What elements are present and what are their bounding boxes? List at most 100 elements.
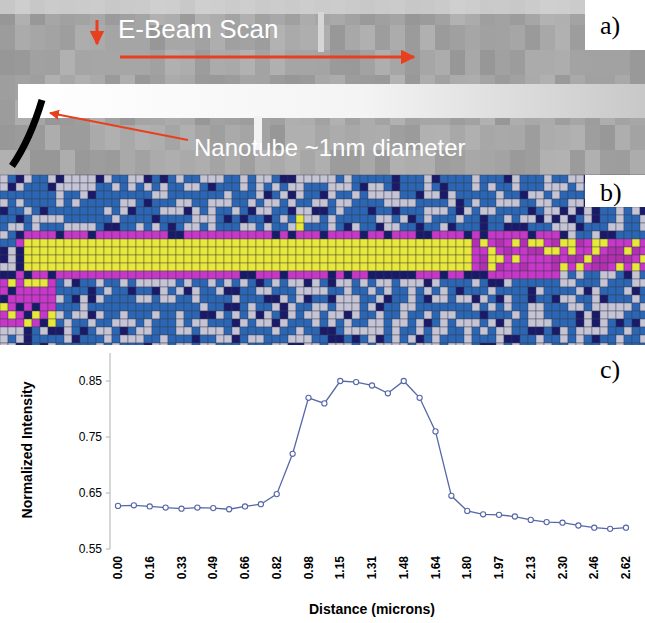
map-cell xyxy=(112,199,120,207)
map-cell xyxy=(432,175,440,183)
map-cell xyxy=(224,319,232,327)
map-cell xyxy=(360,311,368,319)
map-cell xyxy=(448,263,456,271)
map-cell xyxy=(480,263,488,271)
map-cell xyxy=(416,239,424,247)
map-cell xyxy=(296,191,304,199)
map-cell xyxy=(352,319,360,327)
map-cell xyxy=(496,183,504,191)
map-cell xyxy=(176,263,184,271)
map-cell xyxy=(544,175,552,183)
map-cell xyxy=(600,215,608,223)
map-cell xyxy=(72,303,80,311)
map-cell xyxy=(568,287,576,295)
map-cell xyxy=(424,263,432,271)
map-cell xyxy=(560,303,568,311)
map-cell xyxy=(224,279,232,287)
map-cell xyxy=(488,247,496,255)
map-cell xyxy=(176,247,184,255)
map-cell xyxy=(592,247,600,255)
map-cell xyxy=(32,263,40,271)
map-cell xyxy=(336,207,344,215)
map-cell xyxy=(392,295,400,303)
map-cell xyxy=(376,215,384,223)
map-cell xyxy=(160,255,168,263)
map-cell xyxy=(312,271,320,279)
map-cell xyxy=(336,223,344,231)
map-cell xyxy=(112,287,120,295)
map-cell xyxy=(400,239,408,247)
map-cell xyxy=(480,295,488,303)
map-cell xyxy=(400,311,408,319)
map-cell xyxy=(104,223,112,231)
map-cell xyxy=(280,191,288,199)
map-cell xyxy=(304,191,312,199)
map-cell xyxy=(584,271,592,279)
map-cell xyxy=(32,287,40,295)
map-cell xyxy=(328,279,336,287)
map-cell xyxy=(312,255,320,263)
map-cell xyxy=(408,255,416,263)
map-cell xyxy=(136,327,144,335)
map-cell xyxy=(216,207,224,215)
map-cell xyxy=(392,319,400,327)
map-cell xyxy=(264,231,272,239)
map-cell xyxy=(64,207,72,215)
map-cell xyxy=(88,335,96,343)
map-cell xyxy=(456,215,464,223)
map-cell xyxy=(296,287,304,295)
map-cell xyxy=(104,311,112,319)
map-cell xyxy=(320,295,328,303)
map-cell xyxy=(384,175,392,183)
map-cell xyxy=(416,231,424,239)
map-cell xyxy=(568,247,576,255)
map-cell xyxy=(368,223,376,231)
map-cell xyxy=(56,207,64,215)
map-cell xyxy=(120,279,128,287)
map-cell xyxy=(464,263,472,271)
map-cell xyxy=(520,335,528,343)
map-cell xyxy=(8,303,16,311)
map-cell xyxy=(336,295,344,303)
map-cell xyxy=(264,255,272,263)
map-cell xyxy=(184,311,192,319)
sem-texture xyxy=(525,125,540,150)
map-cell xyxy=(536,199,544,207)
map-cell xyxy=(368,295,376,303)
map-cell xyxy=(216,303,224,311)
map-cell xyxy=(576,231,584,239)
map-cell xyxy=(24,223,32,231)
map-cell xyxy=(488,295,496,303)
map-cell xyxy=(544,327,552,335)
map-cell xyxy=(128,287,136,295)
map-cell xyxy=(400,279,408,287)
map-cell xyxy=(304,335,312,343)
map-cell xyxy=(472,247,480,255)
map-cell xyxy=(184,327,192,335)
map-cell xyxy=(488,207,496,215)
map-cell xyxy=(48,231,56,239)
map-cell xyxy=(576,223,584,231)
map-cell xyxy=(216,175,224,183)
map-cell xyxy=(240,231,248,239)
map-cell xyxy=(120,319,128,327)
map-cell xyxy=(192,215,200,223)
map-cell xyxy=(112,311,120,319)
map-cell xyxy=(216,223,224,231)
map-cell xyxy=(440,255,448,263)
map-cell xyxy=(480,231,488,239)
map-cell xyxy=(560,175,568,183)
map-cell xyxy=(16,239,24,247)
map-cell xyxy=(528,183,536,191)
map-cell xyxy=(424,327,432,335)
map-cell xyxy=(120,295,128,303)
map-cell xyxy=(608,207,616,215)
map-cell xyxy=(400,263,408,271)
map-cell xyxy=(264,223,272,231)
map-cell xyxy=(168,263,176,271)
map-cell xyxy=(88,311,96,319)
map-cell xyxy=(80,255,88,263)
map-cell xyxy=(536,327,544,335)
map-cell xyxy=(144,183,152,191)
map-cell xyxy=(72,175,80,183)
